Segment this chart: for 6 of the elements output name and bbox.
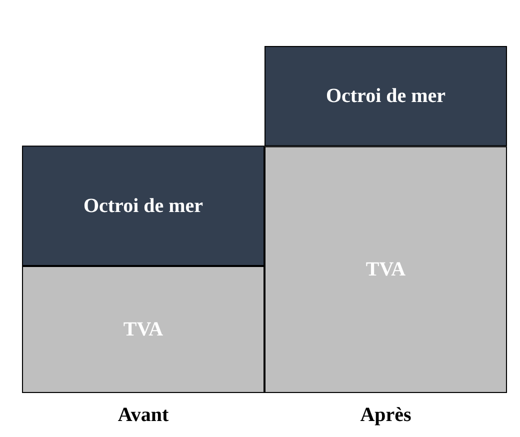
text: Octroi de mer [83,194,204,217]
series-label: Octroi de mer [326,85,446,108]
series-label: TVA [123,318,164,340]
text: TVA [366,258,406,281]
x-tick-label: Après [360,404,412,426]
x-tick-label: Avant [118,404,169,426]
